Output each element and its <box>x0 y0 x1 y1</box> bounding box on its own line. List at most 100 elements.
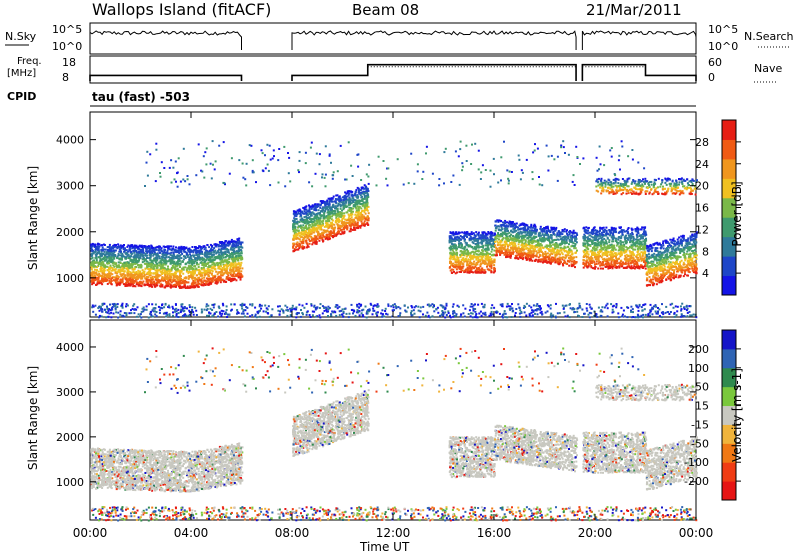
power-point <box>343 196 346 199</box>
power-point <box>323 212 326 215</box>
power-point <box>120 274 123 277</box>
power-point <box>311 228 314 231</box>
power-point <box>94 268 96 271</box>
power-point <box>353 224 356 227</box>
power-point <box>114 255 117 258</box>
power-point <box>223 265 226 268</box>
power-point <box>463 246 466 249</box>
power-point <box>449 252 452 255</box>
power-point <box>174 268 177 271</box>
power-point <box>487 252 490 255</box>
power-point <box>362 190 365 193</box>
power-point <box>238 270 240 273</box>
power-point <box>521 239 524 242</box>
power-point <box>214 264 217 267</box>
power-point <box>450 232 453 235</box>
power-point <box>90 246 93 248</box>
power-point <box>131 279 134 282</box>
power-point <box>106 260 109 263</box>
power-point <box>354 201 357 204</box>
power-point <box>215 251 218 254</box>
power-point <box>337 218 340 221</box>
power-point <box>162 263 165 266</box>
power-point <box>527 253 530 256</box>
power-point <box>298 247 301 250</box>
power-point <box>509 249 512 252</box>
power-point <box>495 251 498 254</box>
power-point <box>96 252 99 255</box>
power-point <box>576 249 578 252</box>
power-point <box>131 273 134 276</box>
power-point <box>233 250 236 253</box>
power-point <box>527 234 530 237</box>
power-point <box>476 241 479 244</box>
power-point <box>164 278 167 280</box>
power-point <box>315 209 318 212</box>
power-point <box>356 205 359 208</box>
power-point <box>236 238 239 241</box>
power-point <box>367 212 370 215</box>
power-point <box>339 207 342 210</box>
power-point <box>459 254 462 256</box>
power-point <box>91 274 94 277</box>
power-point <box>119 251 122 254</box>
power-point <box>189 250 192 253</box>
power-point <box>102 276 105 279</box>
power-point <box>364 186 367 189</box>
power-point <box>462 237 465 240</box>
power-point <box>141 275 144 278</box>
power-point <box>135 283 138 286</box>
power-point <box>97 265 100 267</box>
power-point <box>231 278 234 281</box>
power-point <box>454 261 457 263</box>
power-point <box>299 245 302 248</box>
power-point <box>111 268 114 271</box>
power-point <box>175 255 178 258</box>
power-point <box>213 256 216 259</box>
power-point <box>191 277 194 280</box>
power-point <box>121 252 124 255</box>
power-point <box>575 232 578 235</box>
power-point <box>326 207 328 210</box>
power-point <box>240 270 243 273</box>
power-point <box>462 253 465 256</box>
power-point <box>342 228 345 231</box>
power-point <box>138 276 141 279</box>
power-point <box>298 238 301 241</box>
power-point <box>145 280 148 283</box>
power-point <box>113 265 116 268</box>
power-point <box>340 199 343 202</box>
power-point <box>345 201 348 204</box>
power-point <box>170 269 173 272</box>
power-point <box>222 251 225 254</box>
power-point <box>313 223 316 226</box>
power-point <box>98 250 100 253</box>
power-point <box>112 247 114 250</box>
power-point <box>575 256 578 259</box>
power-point <box>323 217 326 220</box>
power-point <box>501 235 504 238</box>
power-point <box>99 257 102 260</box>
power-point <box>350 224 353 227</box>
power-point <box>240 256 243 259</box>
power-point <box>333 227 336 230</box>
power-point <box>164 279 167 282</box>
power-point <box>341 225 344 228</box>
power-point <box>310 236 313 239</box>
power-point <box>170 249 173 252</box>
power-point <box>97 270 100 273</box>
power-point <box>490 245 493 248</box>
power-point <box>464 238 466 241</box>
power-point <box>528 229 531 232</box>
power-point <box>351 228 354 231</box>
power-point <box>218 267 221 270</box>
power-point <box>139 249 142 251</box>
power-point <box>312 241 315 244</box>
power-point <box>349 230 352 233</box>
power-point <box>317 226 320 229</box>
power-point <box>472 238 475 241</box>
power-point <box>331 212 334 215</box>
power-point <box>182 278 185 281</box>
power-point <box>214 249 217 252</box>
power-point <box>231 257 234 260</box>
